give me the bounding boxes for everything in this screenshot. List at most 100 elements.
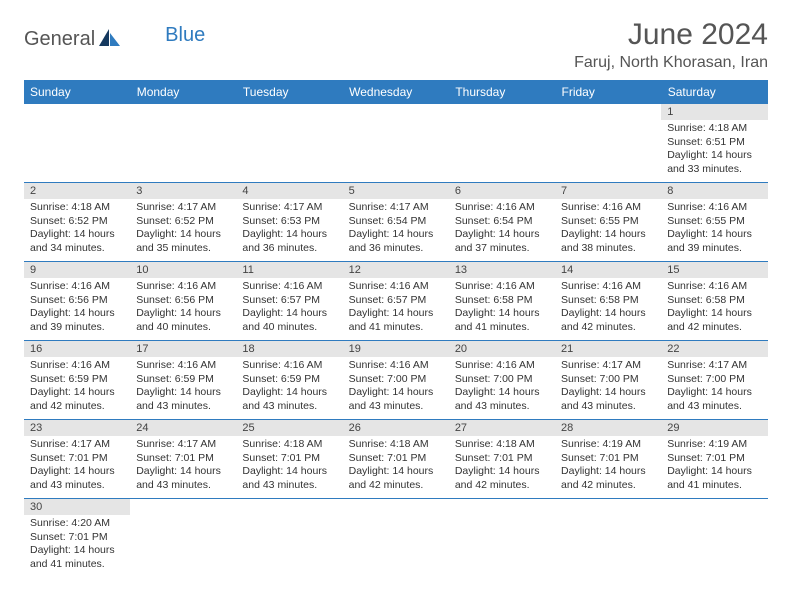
- day-details: Sunrise: 4:17 AMSunset: 7:00 PMDaylight:…: [555, 357, 661, 418]
- day-cell: 6Sunrise: 4:16 AMSunset: 6:54 PMDaylight…: [449, 183, 555, 262]
- day-details: Sunrise: 4:16 AMSunset: 6:56 PMDaylight:…: [130, 278, 236, 339]
- day-details: Sunrise: 4:16 AMSunset: 6:59 PMDaylight:…: [236, 357, 342, 418]
- day-header-row: SundayMondayTuesdayWednesdayThursdayFrid…: [24, 80, 768, 104]
- week-row: 30Sunrise: 4:20 AMSunset: 7:01 PMDayligh…: [24, 499, 768, 578]
- empty-cell: [661, 499, 767, 578]
- day-details: Sunrise: 4:17 AMSunset: 6:53 PMDaylight:…: [236, 199, 342, 260]
- day-details: Sunrise: 4:17 AMSunset: 7:01 PMDaylight:…: [24, 436, 130, 497]
- day-details: Sunrise: 4:17 AMSunset: 7:01 PMDaylight:…: [130, 436, 236, 497]
- day-details: Sunrise: 4:16 AMSunset: 6:55 PMDaylight:…: [661, 199, 767, 260]
- day-cell: 11Sunrise: 4:16 AMSunset: 6:57 PMDayligh…: [236, 262, 342, 341]
- day-number: 24: [130, 420, 236, 436]
- empty-cell: [130, 104, 236, 183]
- brand-part2: Blue: [165, 24, 205, 47]
- day-cell: 25Sunrise: 4:18 AMSunset: 7:01 PMDayligh…: [236, 420, 342, 499]
- day-number: 23: [24, 420, 130, 436]
- day-cell: 28Sunrise: 4:19 AMSunset: 7:01 PMDayligh…: [555, 420, 661, 499]
- day-cell: 2Sunrise: 4:18 AMSunset: 6:52 PMDaylight…: [24, 183, 130, 262]
- day-header-monday: Monday: [130, 80, 236, 104]
- day-details: Sunrise: 4:18 AMSunset: 6:52 PMDaylight:…: [24, 199, 130, 260]
- day-number: 30: [24, 499, 130, 515]
- day-cell: 23Sunrise: 4:17 AMSunset: 7:01 PMDayligh…: [24, 420, 130, 499]
- day-details: Sunrise: 4:16 AMSunset: 6:58 PMDaylight:…: [555, 278, 661, 339]
- day-number: 20: [449, 341, 555, 357]
- day-details: Sunrise: 4:18 AMSunset: 6:51 PMDaylight:…: [661, 120, 767, 181]
- day-number: 8: [661, 183, 767, 199]
- day-cell: 7Sunrise: 4:16 AMSunset: 6:55 PMDaylight…: [555, 183, 661, 262]
- day-cell: 24Sunrise: 4:17 AMSunset: 7:01 PMDayligh…: [130, 420, 236, 499]
- day-number: 22: [661, 341, 767, 357]
- day-number: 6: [449, 183, 555, 199]
- day-number: 5: [343, 183, 449, 199]
- day-number: 1: [661, 104, 767, 120]
- day-number: 14: [555, 262, 661, 278]
- empty-cell: [130, 499, 236, 578]
- empty-cell: [555, 499, 661, 578]
- day-number: 21: [555, 341, 661, 357]
- empty-cell: [236, 104, 342, 183]
- day-number: 9: [24, 262, 130, 278]
- location: Faruj, North Khorasan, Iran: [574, 54, 768, 72]
- empty-cell: [555, 104, 661, 183]
- day-cell: 1Sunrise: 4:18 AMSunset: 6:51 PMDaylight…: [661, 104, 767, 183]
- empty-cell: [449, 104, 555, 183]
- week-row: 1Sunrise: 4:18 AMSunset: 6:51 PMDaylight…: [24, 104, 768, 183]
- week-row: 9Sunrise: 4:16 AMSunset: 6:56 PMDaylight…: [24, 262, 768, 341]
- day-number: 3: [130, 183, 236, 199]
- day-details: Sunrise: 4:16 AMSunset: 6:55 PMDaylight:…: [555, 199, 661, 260]
- day-header-sunday: Sunday: [24, 80, 130, 104]
- day-header-tuesday: Tuesday: [236, 80, 342, 104]
- day-number: 11: [236, 262, 342, 278]
- header: General Blue June 2024 Faruj, North Khor…: [24, 18, 768, 72]
- day-details: Sunrise: 4:16 AMSunset: 6:54 PMDaylight:…: [449, 199, 555, 260]
- empty-cell: [343, 104, 449, 183]
- day-details: Sunrise: 4:19 AMSunset: 7:01 PMDaylight:…: [661, 436, 767, 497]
- day-header-friday: Friday: [555, 80, 661, 104]
- day-cell: 27Sunrise: 4:18 AMSunset: 7:01 PMDayligh…: [449, 420, 555, 499]
- day-cell: 13Sunrise: 4:16 AMSunset: 6:58 PMDayligh…: [449, 262, 555, 341]
- day-cell: 20Sunrise: 4:16 AMSunset: 7:00 PMDayligh…: [449, 341, 555, 420]
- day-header-saturday: Saturday: [661, 80, 767, 104]
- day-details: Sunrise: 4:17 AMSunset: 6:54 PMDaylight:…: [343, 199, 449, 260]
- day-number: 29: [661, 420, 767, 436]
- day-details: Sunrise: 4:16 AMSunset: 6:59 PMDaylight:…: [24, 357, 130, 418]
- day-cell: 14Sunrise: 4:16 AMSunset: 6:58 PMDayligh…: [555, 262, 661, 341]
- day-cell: 26Sunrise: 4:18 AMSunset: 7:01 PMDayligh…: [343, 420, 449, 499]
- day-cell: 8Sunrise: 4:16 AMSunset: 6:55 PMDaylight…: [661, 183, 767, 262]
- day-cell: 17Sunrise: 4:16 AMSunset: 6:59 PMDayligh…: [130, 341, 236, 420]
- empty-cell: [24, 104, 130, 183]
- day-number: 12: [343, 262, 449, 278]
- day-number: 17: [130, 341, 236, 357]
- calendar-body: 1Sunrise: 4:18 AMSunset: 6:51 PMDaylight…: [24, 104, 768, 577]
- empty-cell: [236, 499, 342, 578]
- week-row: 16Sunrise: 4:16 AMSunset: 6:59 PMDayligh…: [24, 341, 768, 420]
- day-cell: 3Sunrise: 4:17 AMSunset: 6:52 PMDaylight…: [130, 183, 236, 262]
- calendar-table: SundayMondayTuesdayWednesdayThursdayFrid…: [24, 80, 768, 577]
- day-details: Sunrise: 4:18 AMSunset: 7:01 PMDaylight:…: [343, 436, 449, 497]
- day-cell: 30Sunrise: 4:20 AMSunset: 7:01 PMDayligh…: [24, 499, 130, 578]
- day-details: Sunrise: 4:16 AMSunset: 6:58 PMDaylight:…: [661, 278, 767, 339]
- day-details: Sunrise: 4:20 AMSunset: 7:01 PMDaylight:…: [24, 515, 130, 576]
- brand-logo: General Blue: [24, 18, 205, 51]
- day-details: Sunrise: 4:17 AMSunset: 7:00 PMDaylight:…: [661, 357, 767, 418]
- day-cell: 19Sunrise: 4:16 AMSunset: 7:00 PMDayligh…: [343, 341, 449, 420]
- empty-cell: [343, 499, 449, 578]
- day-details: Sunrise: 4:16 AMSunset: 6:57 PMDaylight:…: [236, 278, 342, 339]
- brand-part1: General: [24, 28, 95, 51]
- empty-cell: [449, 499, 555, 578]
- day-cell: 10Sunrise: 4:16 AMSunset: 6:56 PMDayligh…: [130, 262, 236, 341]
- week-row: 2Sunrise: 4:18 AMSunset: 6:52 PMDaylight…: [24, 183, 768, 262]
- day-cell: 4Sunrise: 4:17 AMSunset: 6:53 PMDaylight…: [236, 183, 342, 262]
- day-details: Sunrise: 4:19 AMSunset: 7:01 PMDaylight:…: [555, 436, 661, 497]
- day-cell: 21Sunrise: 4:17 AMSunset: 7:00 PMDayligh…: [555, 341, 661, 420]
- day-cell: 5Sunrise: 4:17 AMSunset: 6:54 PMDaylight…: [343, 183, 449, 262]
- day-details: Sunrise: 4:18 AMSunset: 7:01 PMDaylight:…: [236, 436, 342, 497]
- month-title: June 2024: [574, 18, 768, 52]
- title-block: June 2024 Faruj, North Khorasan, Iran: [574, 18, 768, 72]
- day-cell: 16Sunrise: 4:16 AMSunset: 6:59 PMDayligh…: [24, 341, 130, 420]
- day-number: 13: [449, 262, 555, 278]
- day-cell: 22Sunrise: 4:17 AMSunset: 7:00 PMDayligh…: [661, 341, 767, 420]
- day-number: 10: [130, 262, 236, 278]
- day-details: Sunrise: 4:16 AMSunset: 6:56 PMDaylight:…: [24, 278, 130, 339]
- day-number: 4: [236, 183, 342, 199]
